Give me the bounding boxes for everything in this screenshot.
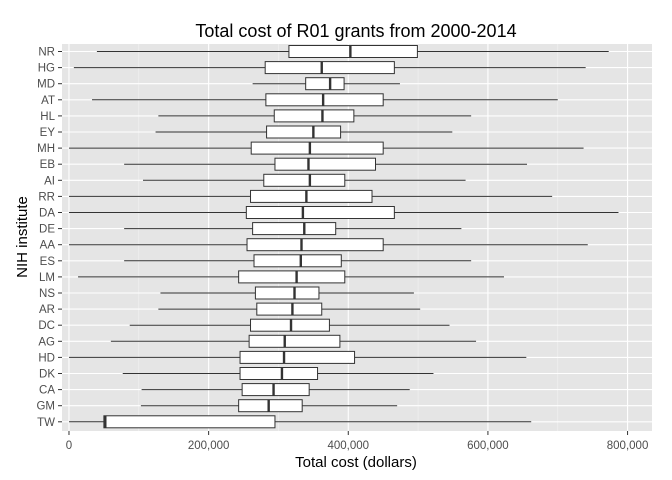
box-mh xyxy=(68,141,584,155)
box-hg xyxy=(73,61,586,75)
y-tick-label: DE xyxy=(39,224,55,236)
box-iqr xyxy=(239,350,356,364)
box-ar xyxy=(158,302,421,316)
box-dc xyxy=(129,318,450,332)
box-iqr xyxy=(250,189,373,203)
x-axis-tick-labels: 0 200,000 400,000 600,000 800,000 xyxy=(66,431,649,452)
box-iqr xyxy=(246,238,384,252)
box-ag xyxy=(110,334,477,348)
box-iqr xyxy=(256,302,323,316)
box-iqr xyxy=(305,77,345,91)
x-tick-label: 400,000 xyxy=(327,440,369,452)
y-tick-label: CA xyxy=(39,385,55,397)
box-ey xyxy=(155,125,453,139)
box-da xyxy=(68,206,619,219)
box-gm xyxy=(140,399,398,413)
box-ai xyxy=(142,173,466,187)
x-tick-label: 0 xyxy=(66,440,72,452)
y-tick-label: GM xyxy=(36,401,55,413)
box-iqr xyxy=(266,125,342,139)
box-iqr xyxy=(241,383,310,397)
box-es xyxy=(124,254,472,268)
y-tick-label: EB xyxy=(40,159,56,171)
box-iqr xyxy=(238,270,346,284)
box-dk xyxy=(122,367,434,380)
box-iqr xyxy=(253,254,342,268)
y-axis-tick-labels: NR HG MD AT HL EY MH EB AI RR DA DE AA ES LM NS AR DC AG HD… xyxy=(36,47,62,429)
chart-title: Total cost of R01 grants from 2000-2014 xyxy=(195,21,516,41)
y-tick-label: AA xyxy=(40,240,56,252)
box-eb xyxy=(124,157,528,171)
box-iqr xyxy=(238,399,303,413)
box-at xyxy=(92,93,558,107)
box-de xyxy=(124,222,462,236)
box-md xyxy=(252,77,400,91)
box-iqr xyxy=(254,286,320,300)
y-tick-label: AG xyxy=(38,336,55,348)
y-tick-label: NR xyxy=(38,47,55,59)
plot-panel xyxy=(62,44,652,431)
box-rr xyxy=(68,189,553,203)
y-tick-label: DA xyxy=(39,208,55,220)
y-tick-label: TW xyxy=(37,417,55,429)
y-tick-label: ES xyxy=(40,256,56,268)
box-nr xyxy=(96,45,609,58)
y-tick-label: LM xyxy=(39,272,55,284)
box-iqr xyxy=(288,45,418,58)
y-tick-label: AR xyxy=(39,304,55,316)
box-hl xyxy=(158,109,472,123)
x-axis-title: Total cost (dollars) xyxy=(295,454,417,471)
box-iqr xyxy=(264,61,395,75)
y-tick-label: DK xyxy=(39,369,55,381)
y-tick-label: HG xyxy=(38,63,55,75)
y-tick-label: RR xyxy=(38,191,55,203)
y-tick-label: AT xyxy=(41,95,55,107)
box-iqr xyxy=(273,109,355,123)
box-iqr xyxy=(252,222,337,236)
box-aa xyxy=(68,238,588,252)
y-tick-label: HL xyxy=(40,111,55,123)
box-iqr xyxy=(265,93,384,107)
box-iqr xyxy=(274,157,377,171)
box-iqr xyxy=(248,334,341,348)
box-ca xyxy=(141,383,410,397)
box-lm xyxy=(78,270,504,284)
box-iqr xyxy=(263,173,346,187)
box-group xyxy=(68,45,619,429)
box-hd xyxy=(68,350,527,364)
box-iqr xyxy=(103,415,276,429)
x-tick-label: 200,000 xyxy=(188,440,230,452)
x-tick-label: 800,000 xyxy=(607,440,649,452)
box-iqr xyxy=(239,367,319,380)
y-tick-label: HD xyxy=(38,352,55,364)
y-axis-title: NIH institute xyxy=(14,196,31,278)
box-tw xyxy=(68,415,532,429)
y-tick-label: NS xyxy=(39,288,55,300)
box-ns xyxy=(160,286,414,300)
y-tick-label: AI xyxy=(44,175,55,187)
box-iqr xyxy=(245,206,395,219)
y-tick-label: MH xyxy=(37,143,55,155)
x-tick-label: 600,000 xyxy=(467,440,509,452)
y-tick-label: DC xyxy=(38,320,55,332)
y-tick-label: MD xyxy=(37,79,55,91)
y-tick-label: EY xyxy=(40,127,56,139)
box-iqr xyxy=(250,141,384,155)
